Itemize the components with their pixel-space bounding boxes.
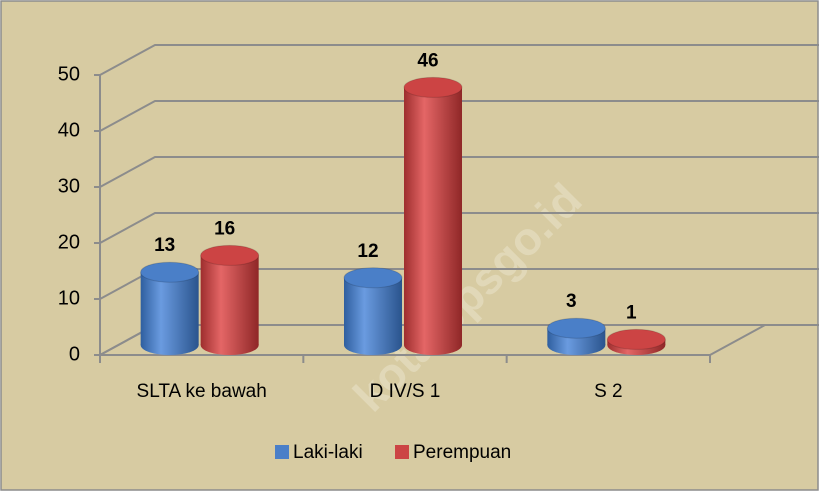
y-tick-label: 0 [69, 343, 80, 365]
legend-swatch [275, 445, 289, 459]
data-label: 16 [214, 218, 235, 239]
data-label: 3 [566, 291, 577, 312]
grid-line [99, 156, 819, 188]
data-label: 46 [417, 50, 438, 71]
y-tick-label: 10 [58, 287, 80, 309]
cylinder-top [343, 267, 403, 289]
grid-line [99, 212, 819, 244]
legend-label: Perempuan [413, 442, 511, 463]
cylinder-top [606, 328, 666, 350]
data-label: 13 [154, 235, 175, 256]
legend-swatch [395, 445, 409, 459]
bar [200, 255, 259, 345]
cylinder-top [546, 317, 606, 339]
data-label: 1 [626, 302, 637, 323]
y-tick-label: 50 [58, 63, 80, 85]
y-tick-label: 30 [58, 175, 80, 197]
y-tick-label: 20 [58, 231, 80, 253]
cylinder-top [403, 76, 463, 98]
grid-line [99, 100, 819, 132]
cylinder-top [140, 261, 200, 283]
x-tick-label: D IV/S 1 [370, 381, 441, 402]
x-tick-label: SLTA ke bawah [137, 381, 267, 402]
bar [140, 272, 199, 345]
data-label: 12 [357, 241, 378, 262]
grid-line [99, 44, 819, 76]
x-tick-label: S 2 [594, 381, 623, 402]
y-tick-label: 40 [58, 119, 80, 141]
legend-label: Laki-laki [293, 442, 363, 463]
bar [404, 87, 462, 346]
bar [344, 277, 402, 345]
cylinder-top [200, 244, 260, 266]
